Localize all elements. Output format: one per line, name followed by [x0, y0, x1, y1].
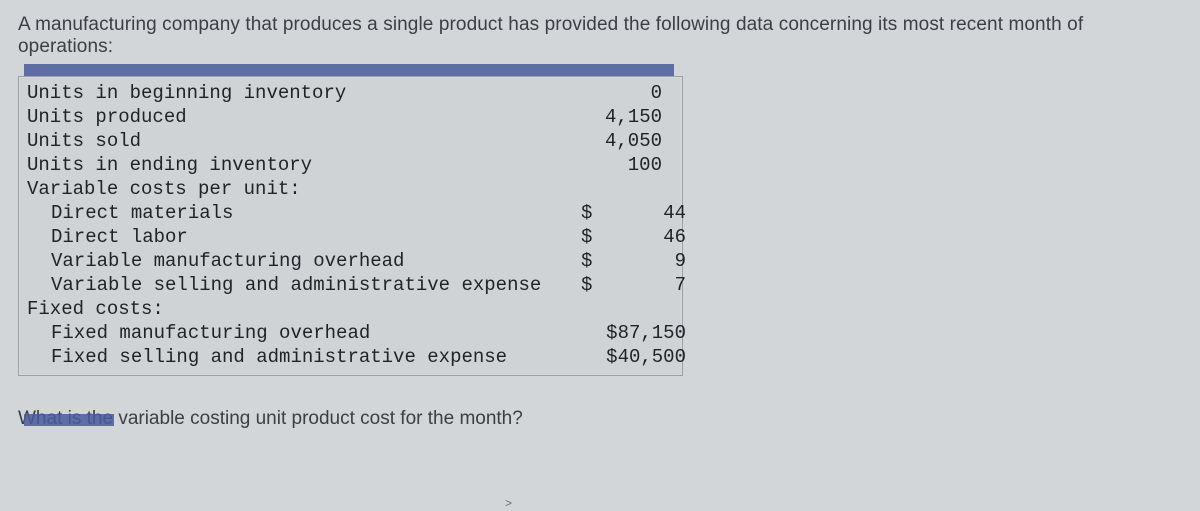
selection-highlight-top: [24, 64, 674, 76]
row-label: Direct materials: [27, 201, 581, 225]
row-currency: [557, 153, 577, 177]
table-row: Units produced 4,150: [27, 105, 674, 129]
table-row: Fixed manufacturing overhead $87,150: [27, 321, 674, 345]
table-row: Variable manufacturing overhead $ 9: [27, 249, 674, 273]
row-value: 100: [577, 153, 662, 177]
row-value: 44: [601, 201, 686, 225]
caret-icon: >: [505, 496, 512, 510]
row-currency: $: [581, 249, 601, 273]
table-row: Fixed selling and administrative expense…: [27, 345, 674, 369]
row-label: Fixed manufacturing overhead: [27, 321, 581, 345]
table-row: Direct labor $ 46: [27, 225, 674, 249]
table-row: Variable costs per unit:: [27, 177, 674, 201]
row-value: 4,050: [577, 129, 662, 153]
row-label: Variable costs per unit:: [27, 177, 557, 201]
table-row: Units in ending inventory 100: [27, 153, 674, 177]
row-value: [577, 297, 662, 321]
row-label: Units in beginning inventory: [27, 81, 557, 105]
row-value: [577, 177, 662, 201]
row-value: 4,150: [577, 105, 662, 129]
row-currency: [581, 321, 601, 345]
row-currency: $: [581, 201, 601, 225]
data-table: Units in beginning inventory 0 Units pro…: [19, 77, 682, 375]
table-row: Fixed costs:: [27, 297, 674, 321]
row-label: Fixed costs:: [27, 297, 557, 321]
row-currency: [557, 105, 577, 129]
row-currency: [557, 129, 577, 153]
row-currency: $: [581, 273, 601, 297]
table-row: Direct materials $ 44: [27, 201, 674, 225]
row-currency: [557, 81, 577, 105]
row-currency: $: [581, 225, 601, 249]
row-label: Units in ending inventory: [27, 153, 557, 177]
row-label: Variable manufacturing overhead: [27, 249, 581, 273]
data-table-box: Units in beginning inventory 0 Units pro…: [18, 76, 683, 376]
table-row: Units sold 4,050: [27, 129, 674, 153]
row-value: 46: [601, 225, 686, 249]
row-value: $40,500: [601, 345, 686, 369]
row-currency: [557, 177, 577, 201]
row-label: Units produced: [27, 105, 557, 129]
table-row: Variable selling and administrative expe…: [27, 273, 674, 297]
row-value: 7: [601, 273, 686, 297]
row-label: Direct labor: [27, 225, 581, 249]
selection-highlight-bottom: [24, 414, 114, 426]
question-text: What is the variable costing unit produc…: [18, 408, 1182, 430]
table-row: Units in beginning inventory 0: [27, 81, 674, 105]
row-value: 9: [601, 249, 686, 273]
row-label: Fixed selling and administrative expense: [27, 345, 581, 369]
row-value: 0: [577, 81, 662, 105]
row-value: $87,150: [601, 321, 686, 345]
row-currency: [581, 345, 601, 369]
row-label: Units sold: [27, 129, 557, 153]
intro-text: A manufacturing company that produces a …: [18, 14, 1182, 58]
page-root: A manufacturing company that produces a …: [0, 0, 1200, 511]
row-currency: [557, 297, 577, 321]
row-label: Variable selling and administrative expe…: [27, 273, 581, 297]
